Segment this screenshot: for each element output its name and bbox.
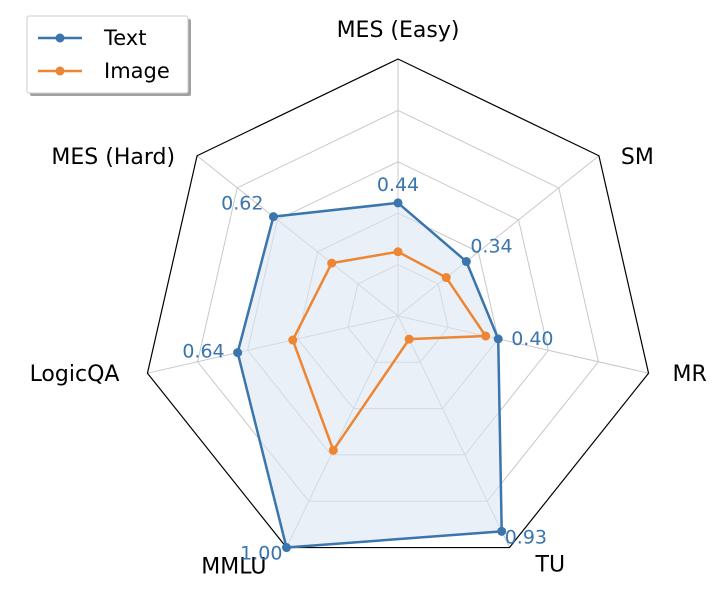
value-label: 1.00 [240,543,282,565]
series-text-point [493,334,503,344]
series-text-point [393,198,403,208]
value-label: 0.44 [377,174,419,196]
axis-label: MES (Easy) [337,18,460,43]
series-text-point [461,257,471,267]
series-image-point [404,334,414,344]
axis-label: MMLU [201,555,266,580]
legend-box [26,15,189,94]
series-image-point [328,445,338,455]
value-label: 0.64 [182,341,224,363]
legend: Text Image [26,15,191,96]
series-image-point [441,273,451,283]
legend-marker-image [55,66,65,76]
legend-label-image: Image [104,59,170,83]
series-text-point [233,348,243,358]
series-image-point [327,258,337,268]
legend-marker-text [55,33,65,43]
value-label: 0.40 [511,328,553,350]
axis-label: LogicQA [30,362,120,387]
series-text-line [236,201,503,549]
axis-label: MES (Hard) [51,145,175,170]
value-label: 0.34 [470,236,512,258]
radar-frame [146,58,650,549]
series-text-point [281,543,291,553]
series-text-point [268,212,278,222]
radar-series [233,198,507,553]
series-text-point [497,526,507,536]
radar-labels: MES (Easy) SM MR TU MMLU LogicQA MES (Hard) 0.4… [30,18,707,580]
series-image-point [393,247,403,257]
axis-label: SM [621,145,654,170]
series-image-point [481,331,491,341]
series-image-line [291,250,487,452]
legend-label-text: Text [103,26,146,50]
value-label: 0.93 [505,526,547,548]
series-image-point [288,335,298,345]
axis-label: TU [535,553,566,578]
axis-label: MR [673,362,707,387]
value-label: 0.62 [221,193,263,215]
